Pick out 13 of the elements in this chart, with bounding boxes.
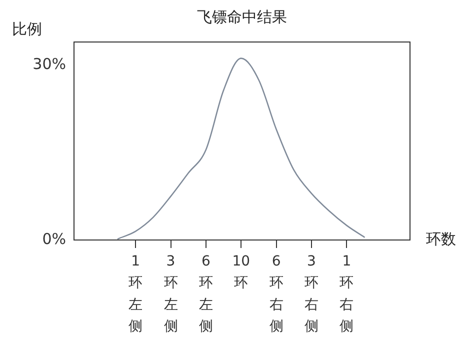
x-axis-title: 环数 xyxy=(426,230,456,248)
x-tick-label: 3环左侧 xyxy=(164,253,178,335)
y-axis-title: 比例 xyxy=(12,20,42,38)
chart-title: 飞镖命中结果 xyxy=(197,8,287,26)
y-tick-label: 30% xyxy=(32,55,66,74)
x-tick-label: 10环 xyxy=(232,253,250,292)
y-tick-label: 0% xyxy=(42,230,66,248)
x-tick-label: 1环右侧 xyxy=(340,253,354,335)
x-tick-label: 1环左侧 xyxy=(128,253,143,335)
x-tick-label: 6环左侧 xyxy=(198,253,213,335)
x-tick-label: 3环右侧 xyxy=(304,253,318,335)
line-series xyxy=(117,58,365,240)
x-tick-label: 6环右侧 xyxy=(269,253,284,335)
